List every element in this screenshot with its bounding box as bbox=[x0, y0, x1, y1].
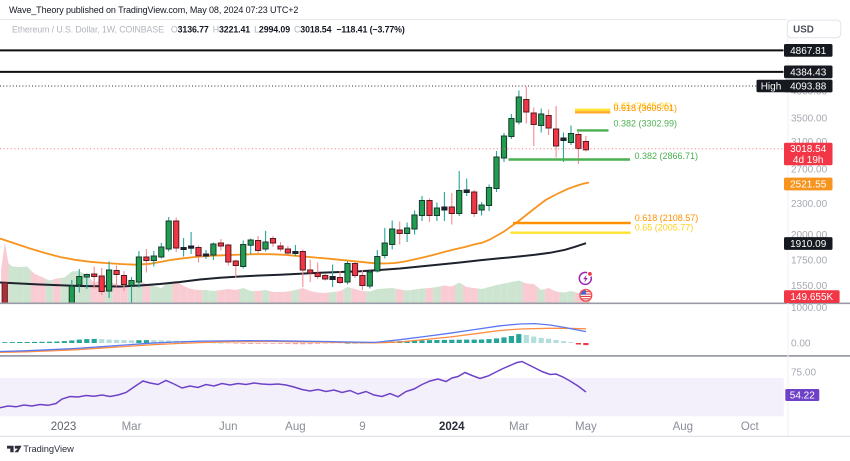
svg-text:3100.00: 3100.00 bbox=[791, 137, 828, 148]
svg-text:May: May bbox=[575, 421, 597, 433]
svg-text:2521.55: 2521.55 bbox=[790, 179, 827, 190]
svg-text:3018.54: 3018.54 bbox=[790, 144, 827, 155]
svg-text:1910.09: 1910.09 bbox=[790, 239, 827, 250]
svg-text:Jun: Jun bbox=[219, 421, 238, 433]
svg-text:0.65 (2005.77): 0.65 (2005.77) bbox=[635, 223, 694, 233]
svg-text:0.65 (3645.96): 0.65 (3645.96) bbox=[614, 101, 673, 111]
svg-text:2000.00: 2000.00 bbox=[791, 230, 828, 241]
svg-text:0.618 (2108.57): 0.618 (2108.57) bbox=[635, 213, 699, 223]
svg-text:4867.81: 4867.81 bbox=[790, 46, 827, 57]
svg-text:Mar: Mar bbox=[122, 421, 142, 433]
svg-text:High: High bbox=[761, 81, 782, 92]
svg-text:Oct: Oct bbox=[741, 421, 760, 433]
svg-text:4093.88: 4093.88 bbox=[790, 81, 827, 92]
svg-text:2300.00: 2300.00 bbox=[791, 199, 828, 210]
svg-text:Wave_Theory published on Tradi: Wave_Theory published on TradingView.com… bbox=[9, 5, 298, 15]
svg-text:2700.00: 2700.00 bbox=[791, 165, 828, 176]
svg-text:TradingView: TradingView bbox=[23, 444, 74, 454]
svg-text:4384.43: 4384.43 bbox=[790, 67, 827, 78]
svg-text:0.618 (3605.01): 0.618 (3605.01) bbox=[614, 103, 678, 113]
svg-text:149.655K: 149.655K bbox=[790, 292, 833, 303]
svg-text:USD: USD bbox=[793, 24, 814, 35]
svg-text:54.22: 54.22 bbox=[790, 390, 815, 401]
svg-text:1000.00: 1000.00 bbox=[791, 303, 828, 314]
svg-text:4d 19h: 4d 19h bbox=[793, 155, 824, 166]
svg-text:Mar: Mar bbox=[509, 421, 529, 433]
svg-text:Ethereum / U.S. Dollar, 1W, CO: Ethereum / U.S. Dollar, 1W, COINBASE O313… bbox=[12, 25, 405, 35]
svg-text:Aug: Aug bbox=[673, 421, 693, 433]
svg-text:1750.00: 1750.00 bbox=[791, 256, 828, 267]
svg-text:2023: 2023 bbox=[51, 421, 77, 433]
svg-text:0.00: 0.00 bbox=[791, 339, 811, 350]
svg-text:3500.00: 3500.00 bbox=[791, 114, 828, 125]
svg-text:75.00: 75.00 bbox=[791, 368, 816, 379]
svg-text:9: 9 bbox=[359, 421, 365, 433]
svg-text:1550.00: 1550.00 bbox=[791, 281, 828, 292]
svg-text:0.382 (2866.71): 0.382 (2866.71) bbox=[635, 151, 699, 161]
svg-text:Aug: Aug bbox=[285, 421, 305, 433]
svg-text:0.382 (3302.99): 0.382 (3302.99) bbox=[614, 119, 678, 129]
svg-text:2024: 2024 bbox=[439, 421, 465, 433]
